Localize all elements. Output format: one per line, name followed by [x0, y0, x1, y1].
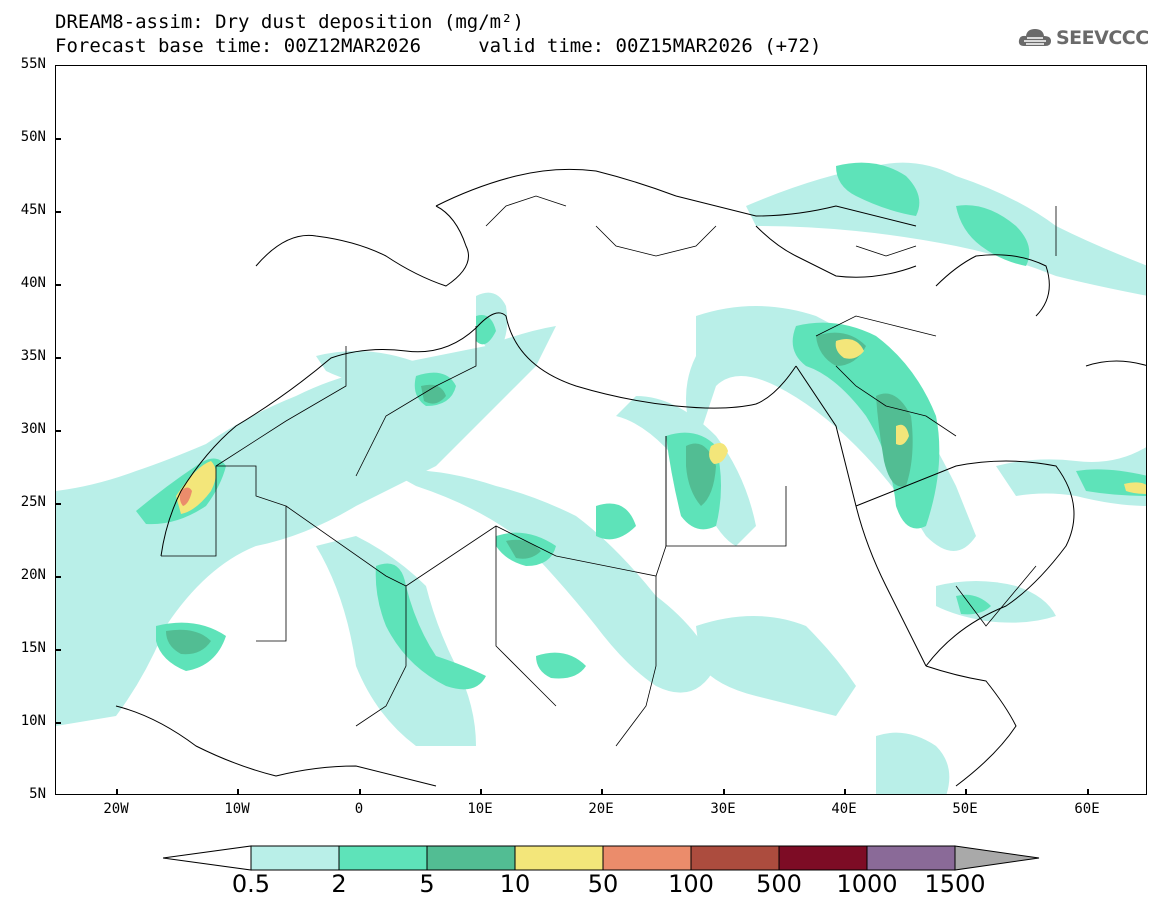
- coastlines: [115, 168, 1146, 787]
- lon-tick: [1087, 789, 1089, 795]
- dust-map: [56, 162, 1146, 794]
- lon-tick: [116, 789, 118, 795]
- lat-label: 35N: [20, 348, 46, 364]
- colorbar-swatch: [426, 845, 516, 871]
- lon-tick: [237, 789, 239, 795]
- dust-level-50: [179, 487, 192, 506]
- lat-tick: [55, 430, 61, 432]
- lon-tick: [965, 789, 967, 795]
- lon-tick: [601, 789, 603, 795]
- lat-label: 5N: [29, 786, 46, 802]
- lon-label: 20E: [588, 801, 614, 817]
- lat-tick: [55, 138, 61, 140]
- colorbar-label: 5: [419, 870, 435, 898]
- lon-label: 10W: [224, 801, 250, 817]
- lat-label: 45N: [20, 202, 46, 218]
- colorbar-label: 2: [331, 870, 347, 898]
- lat-label: 40N: [20, 275, 46, 291]
- colorbar-label: 0.5: [231, 870, 271, 898]
- colorbar: [163, 845, 1040, 871]
- colorbar-over-arrow: [954, 845, 1040, 871]
- colorbar-swatch: [602, 845, 692, 871]
- lon-label: 60E: [1074, 801, 1100, 817]
- map-area[interactable]: [55, 65, 1147, 795]
- map-title: DREAM8-assim: Dry dust deposition (mg/m²…: [55, 11, 524, 33]
- logo-text: SEEVCCC: [1056, 27, 1149, 49]
- lon-tick: [844, 789, 846, 795]
- colorbar-label: 1500: [924, 870, 986, 898]
- lon-label: 30E: [710, 801, 736, 817]
- lat-tick: [55, 211, 61, 213]
- forecast-time-line: Forecast base time: 00Z12MAR2026 valid t…: [55, 35, 822, 57]
- lat-label: 20N: [20, 567, 46, 583]
- lat-tick: [55, 503, 61, 505]
- lat-label: 30N: [20, 421, 46, 437]
- colorbar-label: 1000: [836, 870, 898, 898]
- colorbar-swatch: [866, 845, 956, 871]
- lon-tick: [723, 789, 725, 795]
- dust-level-10: [176, 338, 1146, 514]
- cloud-icon: [1018, 29, 1051, 46]
- colorbar-swatch: [514, 845, 604, 871]
- lat-tick: [55, 284, 61, 286]
- dust-level-0-5: [56, 162, 1146, 794]
- lon-tick: [359, 789, 361, 795]
- lon-label: 50E: [952, 801, 978, 817]
- lat-tick: [55, 649, 61, 651]
- colorbar-swatch: [690, 845, 780, 871]
- lat-tick: [55, 722, 61, 724]
- lat-tick: [55, 357, 61, 359]
- colorbar-label: 500: [756, 870, 802, 898]
- lat-label: 15N: [20, 640, 46, 656]
- lon-label: 0: [354, 801, 364, 817]
- lon-label: 20W: [103, 801, 129, 817]
- colorbar-label: 50: [587, 870, 619, 898]
- colorbar-under-arrow: [163, 845, 252, 871]
- lon-label: 10E: [467, 801, 493, 817]
- lat-label: 25N: [20, 494, 46, 510]
- lat-label: 10N: [20, 713, 46, 729]
- colorbar-swatch: [250, 845, 340, 871]
- colorbar-swatch: [778, 845, 868, 871]
- colorbar-label: 10: [499, 870, 531, 898]
- lat-label: 55N: [20, 56, 46, 72]
- colorbar-label: 100: [668, 870, 714, 898]
- country-borders: [161, 195, 1057, 747]
- lat-label: 50N: [20, 129, 46, 145]
- seevccc-logo: SEEVCCC: [1018, 26, 1149, 50]
- lat-tick: [55, 576, 61, 578]
- lon-tick: [480, 789, 482, 795]
- colorbar-swatch: [338, 845, 428, 871]
- lon-label: 40E: [831, 801, 857, 817]
